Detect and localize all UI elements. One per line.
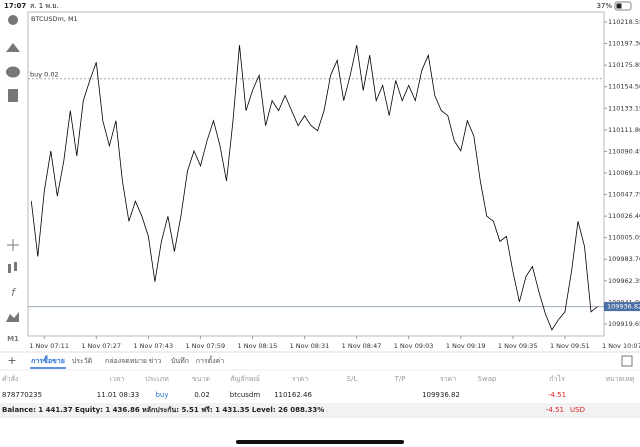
x-tick-label: 1 Nov 08:15 — [238, 342, 278, 350]
new-order-icon[interactable] — [8, 89, 18, 102]
indicator-icon[interactable]: f — [11, 286, 17, 299]
y-tick-label: 109983.70 — [608, 255, 640, 263]
column-header: สัญลักษณ์ — [230, 375, 260, 383]
account-summary: Balance: 1 441.37 Equity: 1 436.86 หลักป… — [2, 406, 324, 414]
battery-text: 37% — [596, 2, 612, 10]
bid-label: 109936.82 — [607, 303, 640, 311]
timeframe-button[interactable]: M1 — [7, 335, 19, 343]
column-header: S/L — [347, 375, 358, 383]
account-icon[interactable] — [8, 15, 18, 25]
tab[interactable]: บันทึก — [171, 356, 189, 365]
x-tick-label: 1 Nov 07:11 — [29, 342, 69, 350]
y-tick-label: 109919.65 — [608, 320, 640, 328]
footer-bg — [0, 403, 640, 418]
y-tick-label: 110218.55 — [608, 18, 640, 26]
column-header: ประเภท — [145, 375, 169, 383]
cell-profit: -4.51 — [548, 391, 566, 399]
battery-level — [616, 3, 622, 9]
chart-title: BTCUSDm, M1 — [31, 15, 78, 23]
chat-icon[interactable] — [6, 66, 20, 78]
tab[interactable]: ข่าว — [149, 357, 162, 365]
column-header: ราคา — [440, 375, 456, 383]
y-tick-label: 110175.85 — [608, 61, 640, 69]
chart-frame — [27, 11, 605, 337]
tab[interactable]: การตั้งค่า — [196, 354, 225, 365]
y-tick-label: 110005.05 — [608, 234, 640, 242]
toolbar: f — [6, 15, 20, 322]
cell-symbol: btcusdm — [230, 391, 261, 399]
x-tick-label: 1 Nov 09:51 — [550, 342, 590, 350]
y-tick-label: 110197.30 — [608, 40, 640, 48]
y-tick-label: 110154.50 — [608, 83, 640, 91]
tab[interactable]: กล่องจดหมาย — [105, 357, 147, 365]
x-tick-label: 1 Nov 08:47 — [342, 342, 382, 350]
currency: USD — [570, 406, 585, 414]
column-header: Swap — [478, 375, 497, 383]
cell-price: 109936.82 — [422, 391, 460, 399]
y-tick-label: 110026.40 — [608, 212, 640, 220]
y-tick-label: 110090.45 — [608, 147, 640, 155]
cell-open-price: 110162.46 — [274, 391, 312, 399]
y-tick-label: 110069.10 — [608, 169, 640, 177]
objects-icon[interactable] — [6, 312, 19, 322]
y-tick-label: 110047.75 — [608, 191, 640, 199]
cell-volume: 0.02 — [194, 391, 210, 399]
x-tick-label: 1 Nov 09:19 — [446, 342, 486, 350]
column-header: กำไร — [549, 374, 565, 383]
column-header: ขนาด — [192, 375, 210, 383]
date: ส. 1 พ.ย. — [30, 2, 59, 10]
cell-order: 878770235 — [2, 391, 42, 399]
total-profit: -4.51 — [546, 406, 564, 414]
x-tick-label: 1 Nov 07:27 — [81, 342, 121, 350]
column-header: T/P — [394, 375, 406, 383]
tab[interactable]: การซื้อขาย — [31, 354, 65, 365]
price-line — [30, 45, 598, 331]
y-tick-label: 110111.80 — [608, 126, 640, 134]
buy-label: buy 0.02 — [30, 71, 59, 79]
clock: 17:07 — [4, 2, 26, 10]
x-tick-label: 1 Nov 08:31 — [290, 342, 330, 350]
add-button[interactable]: + — [7, 354, 16, 367]
crosshair-icon[interactable] — [7, 239, 19, 251]
x-tick-label: 1 Nov 09:35 — [498, 342, 538, 350]
y-tick-label: 110133.15 — [608, 104, 640, 112]
expand-icon[interactable] — [621, 355, 633, 367]
cell-type: buy — [155, 391, 168, 399]
battery-icon — [614, 1, 632, 11]
home-indicator — [236, 440, 404, 444]
tab[interactable]: ประวัติ — [72, 357, 93, 365]
cell-time: 11.01 08:33 — [97, 391, 139, 399]
column-header: เวลา — [110, 375, 125, 383]
candles-icon[interactable] — [8, 264, 11, 273]
trade-icon[interactable] — [6, 43, 20, 52]
x-tick-label: 1 Nov 07:59 — [185, 342, 225, 350]
bid-box — [604, 302, 640, 312]
x-tick-label: 1 Nov 10:07 — [602, 342, 640, 350]
x-tick-label: 1 Nov 07:43 — [133, 342, 173, 350]
column-header: คำสั่ง — [2, 374, 18, 383]
y-tick-label: 109962.35 — [608, 277, 640, 285]
x-tick-label: 1 Nov 09:03 — [394, 342, 434, 350]
column-header: หมายเหตุ — [606, 375, 635, 383]
column-header: ราคา — [292, 375, 308, 383]
